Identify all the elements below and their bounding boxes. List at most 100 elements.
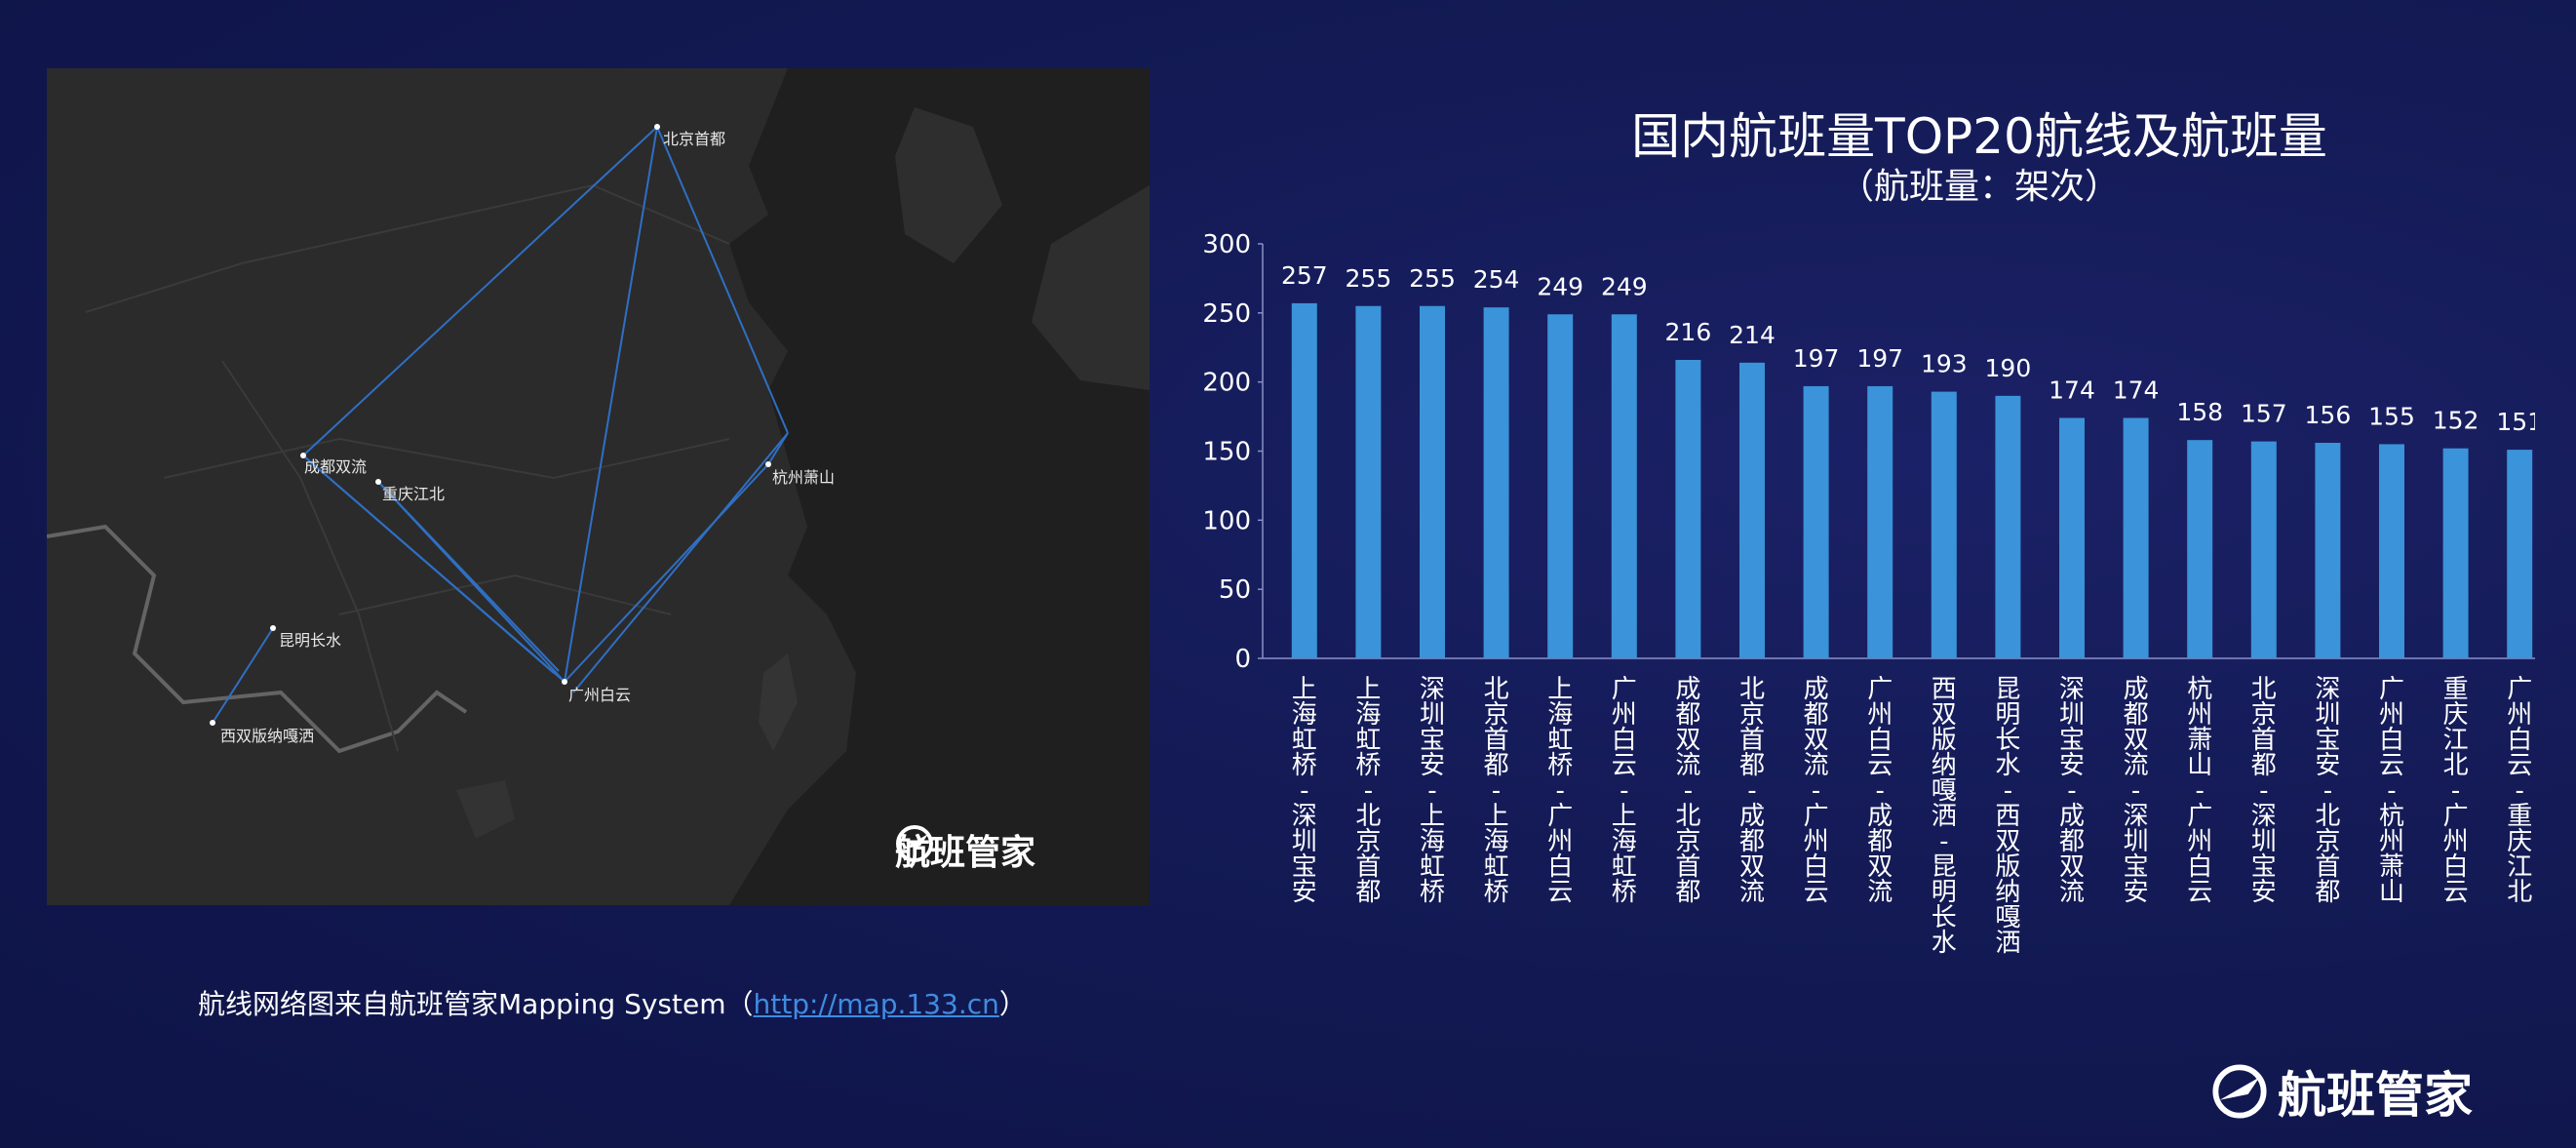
bar <box>1803 385 1829 658</box>
bar-value-label: 214 <box>1729 321 1776 349</box>
category-label: 深圳宝安-北京首都 <box>2315 675 2340 907</box>
map-watermark-logo: 航班管家 <box>895 824 1035 875</box>
brand-logo: 航班管家 <box>2211 1056 2473 1127</box>
hainan-island <box>456 780 515 839</box>
category-label: 广州白云-上海虹桥 <box>1612 675 1637 907</box>
bar-value-label: 156 <box>2305 401 2352 429</box>
bar <box>2315 443 2341 658</box>
route-line <box>302 126 658 456</box>
city-label-beijing: 北京首都 <box>663 130 725 148</box>
bar-chart: 0 50 100 150 200 250 300 257 255 255 254 249 249 216… <box>1202 230 2535 958</box>
chart-subtitle: （航班量：架次） <box>1838 167 2120 207</box>
chart-y-axis: 0 50 100 150 200 250 300 <box>1202 230 2535 674</box>
bar <box>1547 314 1574 658</box>
bar-value-label: 174 <box>2113 376 2160 405</box>
category-label: 北京首都-上海虹桥 <box>1484 675 1509 907</box>
city-label-hangzhou: 杭州萧山 <box>772 468 835 487</box>
bar-value-label: 174 <box>2049 376 2095 405</box>
map-canvas: 北京首都 成都双流 重庆江北 杭州萧山 昆明长水 西双版纳嘎洒 广州白云 <box>47 68 1150 905</box>
bar <box>2250 441 2277 658</box>
category-label: 上海虹桥-深圳宝安 <box>1292 675 1317 907</box>
bar-value-label: 193 <box>1921 350 1968 378</box>
bar-value-label: 152 <box>2433 407 2479 435</box>
category-label: 北京首都-深圳宝安 <box>2251 675 2277 907</box>
bar-value-label: 254 <box>1473 265 1520 294</box>
category-label: 成都双流-深圳宝安 <box>2124 675 2149 907</box>
bar <box>1291 302 1317 658</box>
city-dot <box>562 679 567 685</box>
bar-value-label: 255 <box>1409 264 1456 293</box>
bar <box>1995 395 2021 658</box>
japan-island <box>1032 185 1150 390</box>
city-dot <box>270 625 276 631</box>
chart-title: 国内航班量TOP20航线及航班量 <box>1631 108 2327 165</box>
bar <box>2379 444 2404 658</box>
category-label: 深圳宝安-上海虹桥 <box>1420 675 1445 907</box>
city-dot <box>765 461 771 467</box>
bar <box>1739 362 1765 658</box>
bar <box>1867 385 1893 658</box>
y-tick-label: 300 <box>1202 230 1251 259</box>
city-dot <box>375 479 381 485</box>
city-dot <box>300 453 306 458</box>
map-source-caption: 航线网络图来自航班管家Mapping System（http://map.133… <box>198 983 1027 1022</box>
plane-globe-logo-icon <box>2212 1064 2267 1119</box>
route-map: 北京首都 成都双流 重庆江北 杭州萧山 昆明长水 西双版纳嘎洒 广州白云 航班管… <box>47 68 1150 905</box>
route-line <box>564 126 658 683</box>
route-line <box>564 463 769 683</box>
bar <box>1931 391 1957 658</box>
category-label: 杭州萧山-广州白云 <box>2187 675 2212 907</box>
province-line <box>163 437 730 480</box>
city-label-kunming: 昆明长水 <box>279 631 341 650</box>
y-tick-label: 50 <box>1219 575 1251 605</box>
plane-globe-logo-icon <box>896 825 933 862</box>
route-lines <box>212 126 789 724</box>
bar-value-label: 151 <box>2496 408 2535 436</box>
category-label: 成都双流-广州白云 <box>1804 675 1829 907</box>
y-tick-label: 0 <box>1234 645 1251 674</box>
bar <box>2123 417 2149 658</box>
category-label: 上海虹桥-北京首都 <box>1355 675 1381 907</box>
bar <box>1483 307 1509 658</box>
bar-value-label: 249 <box>1601 272 1648 300</box>
bar <box>2059 417 2085 658</box>
city-dot <box>654 124 660 130</box>
bar-value-label: 216 <box>1665 318 1712 346</box>
bar <box>1611 314 1637 658</box>
province-line <box>85 183 730 313</box>
taiwan-island <box>759 653 798 751</box>
category-label: 昆明长水-西双版纳嘎洒 <box>1995 675 2020 958</box>
bar-value-label: 255 <box>1346 264 1392 293</box>
city-dots <box>210 124 771 726</box>
bar-value-label: 197 <box>1856 344 1903 373</box>
category-label: 西双版纳嘎洒-昆明长水 <box>1932 675 1957 958</box>
caption-prefix: 航线网络图来自航班管家Mapping System（ <box>198 988 754 1020</box>
category-label: 广州白云-重庆江北 <box>2507 675 2532 907</box>
bar-value-label: 197 <box>1793 344 1840 373</box>
bar <box>2187 440 2213 658</box>
bar <box>1675 360 1701 658</box>
bar <box>1420 305 1445 658</box>
bar-value-label: 158 <box>2176 398 2223 426</box>
category-label: 深圳宝安-成都双流 <box>2059 675 2085 907</box>
border-line <box>47 524 468 754</box>
province-line <box>338 574 672 615</box>
y-tick-label: 250 <box>1202 299 1251 329</box>
category-label: 成都双流-北京首都 <box>1675 675 1700 907</box>
bar-value-label: 257 <box>1281 261 1328 290</box>
brand-logo-text: 航班管家 <box>2278 1067 2473 1124</box>
category-label: 上海虹桥-广州白云 <box>1547 675 1573 907</box>
city-label-guangzhou: 广州白云 <box>568 686 631 704</box>
bar-value-label: 249 <box>1537 272 1583 300</box>
caption-suffix: ） <box>998 988 1027 1020</box>
bar-value-label: 190 <box>1985 354 2032 382</box>
city-dot <box>210 720 215 726</box>
city-label-chongqing: 重庆江北 <box>382 485 445 503</box>
chart-bars: 257 255 255 254 249 249 216 214 197 197 193 190 174 1… <box>1281 261 2535 658</box>
city-label-xishuangbanna: 西双版纳嘎洒 <box>220 727 314 745</box>
province-line <box>221 360 399 752</box>
route-line <box>212 627 274 724</box>
chart-category-labels: 上海虹桥-深圳宝安 上海虹桥-北京首都 深圳宝安-上海虹桥 北京首都-上海虹桥 上海虹桥… <box>1292 675 2532 958</box>
bar-value-label: 155 <box>2368 402 2415 430</box>
map-source-link[interactable]: http://map.133.cn <box>753 988 999 1020</box>
